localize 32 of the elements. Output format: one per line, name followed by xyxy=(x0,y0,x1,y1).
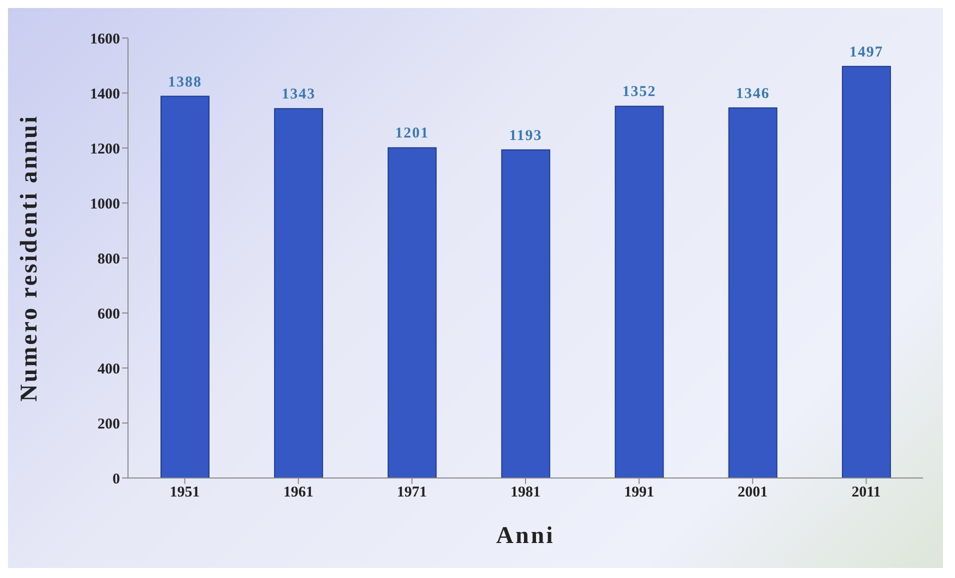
data-label: 1388 xyxy=(168,74,202,90)
y-tick-label: 1400 xyxy=(90,86,120,102)
data-label: 1201 xyxy=(395,126,430,142)
y-tick-label: 1000 xyxy=(90,196,120,212)
x-tick-label: 1961 xyxy=(283,484,314,501)
x-tick-label: 1971 xyxy=(396,484,427,501)
bar xyxy=(614,106,664,478)
y-tick-label: 0 xyxy=(112,471,120,488)
bar xyxy=(160,96,210,478)
y-axis-title: Numero residenti annui xyxy=(16,114,43,402)
y-tick-label: 1200 xyxy=(90,141,120,158)
bar xyxy=(728,107,778,478)
data-label: 1193 xyxy=(509,128,542,144)
bar xyxy=(842,66,891,478)
y-tick-label: 200 xyxy=(98,416,120,432)
data-label: 1352 xyxy=(622,84,656,100)
data-label: 1343 xyxy=(282,86,316,103)
y-tick-label: 1600 xyxy=(90,31,120,48)
data-label: 1497 xyxy=(849,44,884,60)
y-tick-label: 800 xyxy=(98,251,120,268)
y-tick-label: 400 xyxy=(98,361,120,378)
bar xyxy=(388,147,437,478)
x-tick-label: 1991 xyxy=(624,484,654,501)
data-label: 1346 xyxy=(736,86,770,102)
x-tick-label: 2001 xyxy=(738,484,768,501)
x-axis-title: Anni xyxy=(496,523,555,549)
x-tick-label: 1951 xyxy=(170,484,200,501)
bar xyxy=(274,108,324,478)
y-tick-label: 600 xyxy=(98,306,120,322)
x-tick-label: 1981 xyxy=(510,484,540,501)
x-tick-label: 2011 xyxy=(852,484,881,501)
bar xyxy=(501,149,550,478)
